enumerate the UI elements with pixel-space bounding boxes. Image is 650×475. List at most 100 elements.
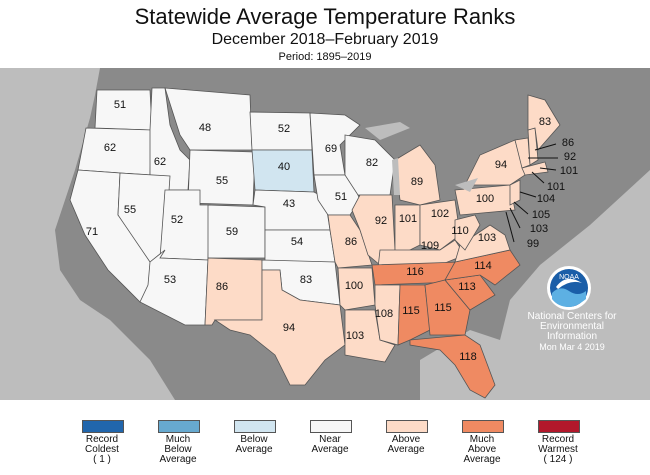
rank-fl: 118 [459, 351, 477, 363]
atlantic-gulf-water [420, 170, 650, 400]
rank-me: 83 [539, 116, 551, 128]
rank-mt: 48 [199, 122, 211, 134]
rank-nh: 86 [562, 137, 574, 149]
state-mt [164, 87, 253, 151]
state-tx [213, 269, 346, 386]
ncei-line2: Environmental [540, 321, 604, 332]
state-ms [374, 284, 401, 346]
rank-ok: 83 [300, 274, 312, 286]
rank-il: 92 [375, 215, 387, 227]
state-fl [409, 334, 496, 399]
noaa-logo: NOAA [547, 266, 591, 310]
legend-label-near: Near Average [311, 434, 349, 455]
ncei-line3: Information [546, 331, 598, 342]
rank-la: 103 [346, 330, 364, 342]
rank-wi: 82 [366, 157, 378, 169]
rank-va: 103 [478, 232, 496, 244]
legend-swatch-record-coldest [82, 420, 124, 433]
map-subtitle: December 2018–February 2019 [211, 31, 439, 48]
state-la [344, 309, 396, 363]
legend-swatch-below [234, 420, 276, 433]
rank-sc: 113 [458, 281, 476, 293]
rank-or: 62 [104, 142, 116, 154]
rank-nj: 105 [532, 209, 550, 221]
rank-ny: 94 [495, 159, 507, 171]
rank-ri: 101 [547, 181, 565, 193]
state-nj [509, 179, 521, 206]
rank-nm: 86 [216, 281, 228, 293]
state-il [351, 194, 396, 266]
rank-tn: 116 [406, 266, 424, 278]
rank-wa: 51 [114, 99, 126, 111]
state-mo [327, 214, 373, 269]
rank-ga: 115 [434, 302, 452, 314]
lake-michigan [392, 158, 400, 195]
rank-mi: 89 [411, 176, 423, 188]
rank-id: 62 [154, 156, 166, 168]
lake-superior [365, 122, 410, 140]
legend-label-below: Below Average [235, 434, 273, 455]
legend-swatch-much-above [462, 420, 504, 433]
rank-ne: 43 [283, 198, 295, 210]
rank-nd: 52 [278, 123, 290, 135]
legend-swatch-above [386, 420, 428, 433]
rank-ms: 108 [375, 308, 393, 320]
us-temperature-rank-map: 51 62 71 62 55 48 55 52 53 59 86 52 40 4… [0, 68, 650, 400]
rank-al: 115 [402, 305, 420, 317]
rank-ky: 109 [421, 240, 439, 252]
legend-label-above: Above Average [387, 434, 425, 455]
state-group-plains [213, 111, 346, 386]
leader-lines [505, 143, 558, 243]
legend-swatch-record-warmest [538, 420, 580, 433]
state-oh [419, 199, 461, 251]
state-va [454, 224, 511, 263]
rank-labels: 51 62 71 62 55 48 55 52 53 59 86 52 40 4… [86, 99, 578, 363]
rank-mo: 86 [345, 236, 357, 248]
legend-swatch-near [310, 420, 352, 433]
rank-ct: 104 [537, 193, 555, 205]
state-pa [454, 184, 516, 216]
state-ar [337, 267, 376, 311]
rank-ma: 101 [560, 165, 578, 177]
rank-ia: 51 [335, 191, 347, 203]
lake-erie [455, 178, 478, 192]
rank-ut: 52 [171, 214, 183, 226]
ncei-date: Mon Mar 4 2019 [539, 342, 605, 352]
rank-wy: 55 [216, 175, 228, 187]
state-wv [454, 214, 481, 251]
state-group-northeast [454, 94, 561, 216]
map-title: Statewide Average Temperature Ranks [134, 4, 516, 29]
state-al [397, 284, 431, 346]
period-label: Period: 1895–2019 [278, 51, 372, 63]
legend-swatch-much-below [158, 420, 200, 433]
state-mi [394, 144, 441, 206]
rank-tx: 94 [283, 322, 295, 334]
rank-pa: 100 [476, 193, 494, 205]
rank-az: 53 [164, 274, 176, 286]
rank-sd: 40 [278, 161, 290, 173]
state-ma [521, 161, 549, 176]
state-nm [204, 257, 263, 326]
legend-label-record-coldest: Record Coldest( 1 ) [85, 434, 119, 465]
legend: Record Coldest( 1 ) Much Below Average Belo… [0, 400, 650, 475]
state-me [527, 94, 561, 151]
header: Statewide Average Temperature Ranks Dece… [0, 0, 650, 68]
rank-ca: 71 [86, 226, 98, 238]
rank-nv: 55 [124, 204, 136, 216]
rank-ks: 54 [291, 236, 303, 248]
noaa-logo-text: NOAA [559, 274, 579, 281]
legend-label-much-above: Much Above Average [463, 434, 501, 465]
state-group-southeast [371, 214, 521, 399]
state-group-west [69, 87, 266, 326]
ncei-credit: National Centers for Environmental Infor… [512, 311, 632, 353]
rank-vt: 92 [564, 151, 576, 163]
legend-label-record-warmest: Record Warmest( 124 ) [538, 434, 578, 465]
rank-mn: 69 [325, 143, 337, 155]
rank-de: 103 [530, 223, 548, 235]
rank-nc: 114 [474, 260, 492, 272]
rank-in: 101 [399, 213, 417, 225]
rank-oh: 102 [431, 208, 449, 220]
rank-ar: 100 [345, 280, 363, 292]
pacific-ocean [0, 68, 175, 400]
ncei-line1: National Centers for [527, 311, 617, 322]
